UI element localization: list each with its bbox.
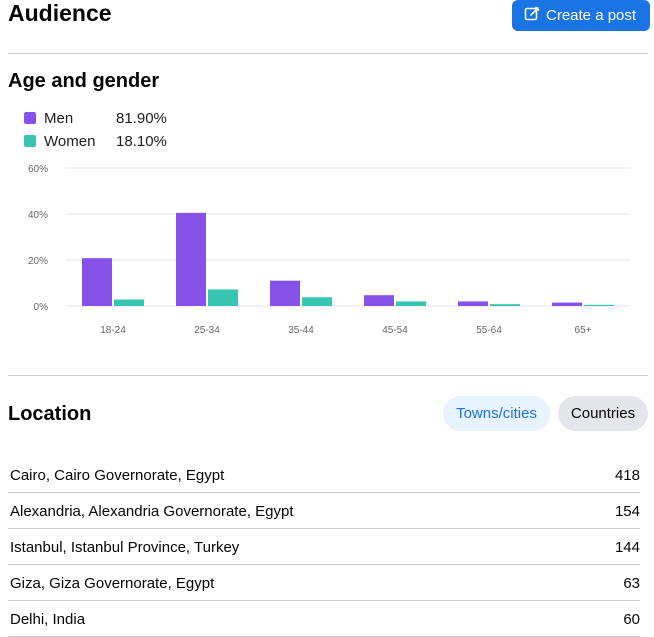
bar-men-35-44 <box>270 280 300 306</box>
location-row: Alexandria, Alexandria Governorate, Egyp… <box>8 493 640 529</box>
y-tick-label: 0% <box>34 302 49 313</box>
x-tick-label: 45-54 <box>382 325 408 336</box>
bar-women-45-54 <box>396 301 426 306</box>
location-name: Alexandria, Alexandria Governorate, Egyp… <box>10 503 294 520</box>
divider <box>8 375 648 376</box>
location-row: Cairo, Cairo Governorate, Egypt 418 <box>8 457 640 493</box>
create-post-label: Create a post <box>546 7 637 24</box>
row-divider <box>8 600 640 601</box>
create-post-button[interactable]: Create a post <box>512 0 650 31</box>
x-tick-label: 35-44 <box>288 325 314 336</box>
location-title: Location <box>8 403 92 425</box>
bar-men-25-34 <box>176 212 206 306</box>
bar-men-55-64 <box>458 301 488 306</box>
bar-women-55-64 <box>490 304 520 306</box>
legend-women: Women 18.10% <box>24 132 167 150</box>
bar-women-18-24 <box>114 299 144 306</box>
x-tick-label: 18-24 <box>100 325 126 336</box>
bar-men-65+ <box>552 302 582 306</box>
bar-men-45-54 <box>364 295 394 306</box>
legend-label-women: Women <box>44 132 96 150</box>
location-name: Delhi, India <box>10 611 86 628</box>
x-tick-label: 55-64 <box>476 325 502 336</box>
legend-label-men: Men <box>44 109 74 127</box>
location-name: Cairo, Cairo Governorate, Egypt <box>10 467 225 484</box>
bar-women-65+ <box>584 304 614 306</box>
location-count: 154 <box>614 503 640 520</box>
age-gender-title: Age and gender <box>8 70 160 92</box>
legend-value-men: 81.90% <box>116 109 167 127</box>
age-gender-bar-chart: 0% 20% 40% 60% 18-24 25-34 35-44 45-54 55-64 65+ <box>28 164 630 336</box>
row-divider <box>8 492 640 493</box>
page-title: Audience <box>8 0 112 26</box>
location-row: Giza, Giza Governorate, Egypt 63 <box>8 565 640 601</box>
row-divider <box>8 528 640 529</box>
legend-swatch-women <box>24 135 36 147</box>
location-count: 418 <box>614 467 640 484</box>
bar-women-25-34 <box>208 289 238 306</box>
legend-men: Men 81.90% <box>24 109 167 127</box>
y-tick-label: 20% <box>28 256 48 267</box>
legend-swatch-men <box>24 112 36 124</box>
x-tick-label: 25-34 <box>194 325 220 336</box>
y-tick-label: 40% <box>28 210 48 221</box>
tab-towns-cities[interactable]: Towns/cities <box>443 396 550 431</box>
y-tick-label: 60% <box>28 164 48 175</box>
location-row: Istanbul, Istanbul Province, Turkey 144 <box>8 529 640 565</box>
divider <box>8 53 648 54</box>
tab-countries[interactable]: Countries <box>558 396 648 431</box>
bar-women-35-44 <box>302 297 332 306</box>
row-divider <box>8 564 640 565</box>
legend-value-women: 18.10% <box>116 132 167 150</box>
location-name: Istanbul, Istanbul Province, Turkey <box>10 539 240 556</box>
bar-men-18-24 <box>82 258 112 306</box>
location-count: 144 <box>614 539 640 556</box>
x-tick-label: 65+ <box>575 325 592 336</box>
location-count: 60 <box>623 611 640 628</box>
edit-icon <box>524 6 540 26</box>
location-name: Giza, Giza Governorate, Egypt <box>10 575 215 592</box>
location-row: Delhi, India 60 <box>8 601 640 637</box>
location-count: 63 <box>623 575 640 592</box>
